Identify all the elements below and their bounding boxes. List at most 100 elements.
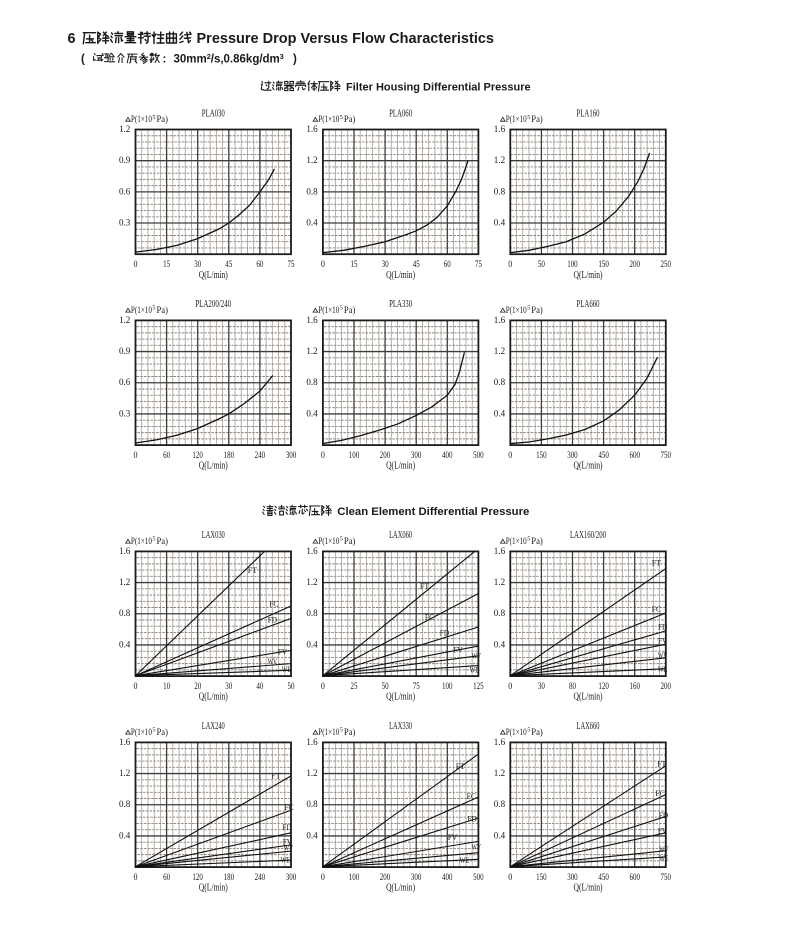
svg-text:1.2: 1.2: [494, 347, 506, 357]
svg-text:150: 150: [536, 451, 547, 461]
svg-text:450: 450: [598, 873, 609, 883]
svg-text:LAX240: LAX240: [202, 721, 225, 732]
svg-text:Pa): Pa): [531, 114, 543, 124]
svg-text:Q(L/min): Q(L/min): [386, 692, 415, 703]
svg-text:P(1×10: P(1×10: [506, 727, 527, 737]
svg-text:5: 5: [340, 114, 343, 121]
svg-text:PLA660: PLA660: [577, 299, 600, 310]
svg-text:300: 300: [567, 451, 578, 461]
svg-text:Q(L/min): Q(L/min): [386, 270, 415, 281]
svg-text:1.6: 1.6: [494, 125, 506, 135]
svg-text:5: 5: [152, 305, 155, 312]
svg-text:P(1×10: P(1×10: [131, 536, 152, 546]
svg-text:Pa): Pa): [157, 727, 169, 737]
svg-text:120: 120: [192, 873, 203, 883]
svg-text:): ): [293, 54, 297, 66]
svg-text:120: 120: [192, 451, 203, 461]
svg-text:Pa): Pa): [344, 536, 356, 546]
svg-text:0.8: 0.8: [306, 609, 318, 619]
svg-text:Pa): Pa): [157, 305, 169, 315]
svg-text:1.2: 1.2: [306, 578, 318, 588]
svg-text:600: 600: [630, 451, 641, 461]
svg-text:400: 400: [442, 873, 453, 883]
svg-text:PLA330: PLA330: [389, 299, 412, 310]
svg-text:0.6: 0.6: [119, 187, 131, 197]
svg-text:WV: WV: [659, 844, 669, 854]
svg-text:1.6: 1.6: [494, 547, 506, 557]
svg-text:15: 15: [163, 260, 170, 270]
svg-text:WV: WV: [472, 842, 482, 852]
svg-text:240: 240: [255, 451, 266, 461]
svg-text:Q(L/min): Q(L/min): [386, 461, 415, 472]
svg-text:240: 240: [255, 873, 266, 883]
svg-text:0.4: 0.4: [119, 640, 131, 650]
svg-text:60: 60: [163, 451, 170, 461]
svg-text:Q(L/min): Q(L/min): [574, 270, 603, 281]
svg-text:0: 0: [321, 260, 325, 270]
svg-text:100: 100: [349, 451, 360, 461]
svg-text:0.8: 0.8: [119, 800, 131, 810]
svg-text:0.4: 0.4: [119, 831, 131, 841]
svg-text:P(1×10: P(1×10: [318, 305, 339, 315]
svg-text:WV: WV: [268, 656, 278, 666]
svg-text:200: 200: [661, 682, 672, 692]
svg-text:6: 6: [68, 31, 76, 47]
svg-text:WE: WE: [658, 664, 667, 674]
svg-text:300: 300: [411, 873, 422, 883]
svg-text:45: 45: [413, 260, 420, 270]
svg-text:FV: FV: [454, 645, 464, 655]
svg-text:0.8: 0.8: [494, 378, 506, 388]
svg-text:5: 5: [527, 114, 530, 121]
svg-text:1.2: 1.2: [494, 156, 506, 166]
svg-text:PLA200/240: PLA200/240: [195, 299, 231, 310]
svg-text:1.2: 1.2: [119, 125, 131, 135]
svg-text:0.9: 0.9: [119, 156, 131, 166]
svg-text:150: 150: [598, 260, 609, 270]
svg-text:FC: FC: [425, 612, 435, 622]
svg-text:LAX660: LAX660: [577, 721, 600, 732]
svg-text:Pa): Pa): [344, 114, 356, 124]
svg-text:Filter Housing Differential Pr: Filter Housing Differential Pressure: [346, 81, 531, 93]
svg-text:300: 300: [567, 873, 578, 883]
svg-text:30: 30: [382, 260, 389, 270]
svg-text:WV: WV: [472, 651, 482, 661]
svg-text:200: 200: [630, 260, 641, 270]
svg-text:0.8: 0.8: [306, 800, 318, 810]
svg-text:5: 5: [527, 305, 530, 312]
svg-text:FD: FD: [659, 810, 668, 820]
svg-text:180: 180: [224, 873, 235, 883]
svg-text:0: 0: [508, 873, 512, 883]
svg-text:FD: FD: [658, 621, 667, 631]
svg-text:1.6: 1.6: [494, 738, 506, 748]
svg-text:0.4: 0.4: [306, 219, 318, 229]
svg-text:0: 0: [508, 451, 512, 461]
svg-text:150: 150: [536, 873, 547, 883]
svg-text:P(1×10: P(1×10: [131, 727, 152, 737]
svg-text:0: 0: [134, 682, 138, 692]
svg-text:30mm2/s,0.86kg/dm3: 30mm2/s,0.86kg/dm3: [174, 52, 284, 66]
svg-text:FV: FV: [283, 837, 293, 847]
svg-text:0.8: 0.8: [306, 378, 318, 388]
svg-text:5: 5: [152, 727, 155, 734]
svg-text:P(1×10: P(1×10: [506, 114, 527, 124]
svg-text:5: 5: [152, 536, 155, 543]
svg-text:Q(L/min): Q(L/min): [199, 883, 228, 894]
svg-text:FT: FT: [420, 581, 430, 591]
svg-text:P(1×10: P(1×10: [506, 536, 527, 546]
svg-text:FC: FC: [467, 791, 477, 801]
svg-text:LAX030: LAX030: [202, 530, 225, 541]
svg-text:0: 0: [321, 451, 325, 461]
svg-text:LAX330: LAX330: [389, 721, 412, 732]
svg-text:100: 100: [442, 682, 453, 692]
svg-text:0.8: 0.8: [494, 609, 506, 619]
svg-text:FC: FC: [652, 604, 662, 614]
svg-text:450: 450: [598, 451, 609, 461]
svg-text:1.6: 1.6: [306, 316, 318, 326]
svg-text:200: 200: [380, 873, 391, 883]
svg-text:0.4: 0.4: [306, 409, 318, 419]
svg-text:1.6: 1.6: [494, 316, 506, 326]
svg-text:75: 75: [288, 260, 295, 270]
svg-text:FD: FD: [468, 814, 477, 824]
svg-text:750: 750: [661, 873, 672, 883]
svg-text:Q(L/min): Q(L/min): [574, 461, 603, 472]
